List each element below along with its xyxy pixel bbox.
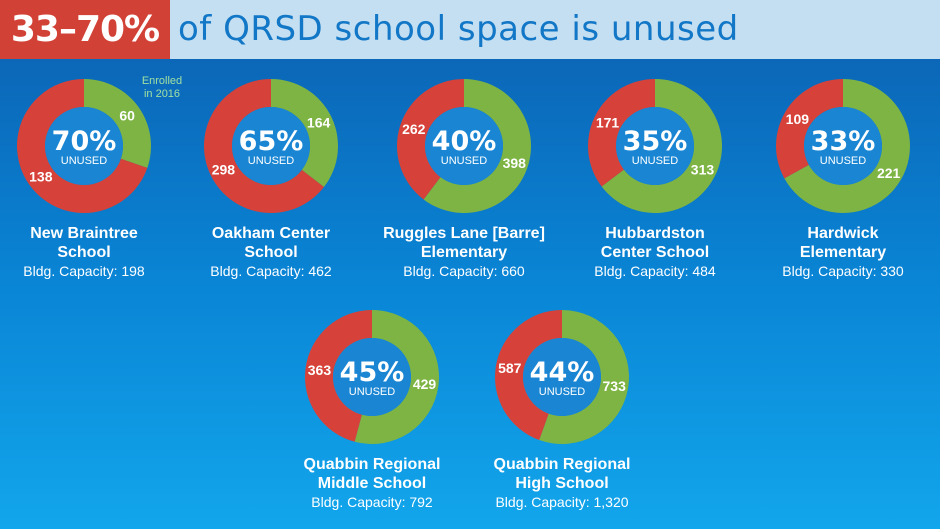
value-label-unused: 298 — [212, 161, 236, 177]
slice-unused — [304, 310, 372, 442]
school-name-line1: Hardwick — [807, 225, 879, 242]
enrolled-note-line1: Enrolled — [141, 75, 183, 87]
slice-unused — [588, 79, 655, 187]
slice-enrolled — [271, 79, 338, 188]
unused-percent: 33% — [811, 126, 876, 157]
slice-unused — [397, 79, 464, 200]
unused-caption: UNUSED — [632, 155, 679, 167]
unused-percent: 40% — [432, 126, 497, 157]
unused-caption: UNUSED — [539, 386, 586, 398]
school-name-line2: Elementary — [420, 244, 508, 261]
school-name-line2: Middle School — [317, 475, 427, 492]
slice-enrolled — [539, 310, 630, 444]
value-label-unused: 363 — [308, 362, 332, 378]
enrolled-note-line2: in 2016 — [143, 88, 181, 100]
value-label-enrolled: 60 — [119, 107, 135, 123]
school-name-line2: School — [57, 244, 111, 261]
school-name-line2: Center School — [600, 244, 710, 261]
school-name-line1: Quabbin Regional — [493, 456, 631, 473]
donut-center — [425, 107, 503, 185]
slice-unused — [16, 79, 148, 213]
school-name-line2: High School — [515, 475, 609, 492]
building-capacity: Bldg. Capacity: 1,320 — [495, 494, 629, 510]
value-label-unused: 171 — [596, 114, 620, 130]
slice-enrolled — [784, 79, 910, 213]
unused-percent: 44% — [530, 357, 595, 388]
slice-enrolled — [354, 310, 439, 444]
slice-unused — [494, 310, 562, 440]
donut-center — [616, 107, 694, 185]
unused-caption: UNUSED — [61, 155, 108, 167]
unused-caption: UNUSED — [820, 155, 867, 167]
value-label-unused: 138 — [29, 169, 53, 185]
school-name-line1: New Braintree — [30, 225, 138, 242]
value-label-enrolled: 733 — [603, 378, 627, 394]
school-caption: Quabbin Regional High School Bldg. Capacit… — [472, 455, 652, 512]
school-caption: Oakham Center School Bldg. Capacity: 462 — [181, 224, 361, 281]
value-label-unused: 109 — [786, 111, 810, 127]
school-caption: Ruggles Lane [Barre] Elementary Bldg. Capa… — [374, 224, 554, 281]
unused-caption: UNUSED — [248, 155, 295, 167]
title-highlight: 33–70% — [0, 0, 170, 59]
unused-caption: UNUSED — [349, 386, 396, 398]
unused-percent: 65% — [239, 126, 304, 157]
value-label-enrolled: 429 — [413, 376, 437, 392]
school-name-line1: Quabbin Regional — [303, 456, 441, 473]
donut-center — [804, 107, 882, 185]
school-caption: Hardwick Elementary Bldg. Capacity: 330 — [753, 224, 933, 281]
unused-percent: 35% — [623, 126, 688, 157]
building-capacity: Bldg. Capacity: 462 — [210, 263, 332, 279]
school-name-line2: Elementary — [799, 244, 887, 261]
value-label-unused: 262 — [402, 121, 426, 137]
school-name-line1: Ruggles Lane [Barre] — [383, 225, 545, 242]
donut-center — [333, 338, 411, 416]
unused-percent: 45% — [340, 357, 405, 388]
slice-unused — [203, 79, 324, 213]
building-capacity: Bldg. Capacity: 198 — [23, 263, 145, 279]
donut-center — [45, 107, 123, 185]
building-capacity: Bldg. Capacity: 792 — [311, 494, 433, 510]
value-label-unused: 587 — [498, 360, 522, 376]
slice-enrolled — [601, 79, 723, 213]
donut-center — [523, 338, 601, 416]
unused-caption: UNUSED — [441, 155, 488, 167]
value-label-enrolled: 164 — [307, 115, 331, 131]
school-caption: Quabbin Regional Middle School Bldg. Capac… — [282, 455, 462, 512]
school-name-line1: Oakham Center — [211, 225, 331, 242]
school-caption: Hubbardston Center School Bldg. Capacity: … — [565, 224, 745, 281]
building-capacity: Bldg. Capacity: 330 — [782, 263, 904, 279]
school-name-line2: School — [244, 244, 298, 261]
building-capacity: Bldg. Capacity: 484 — [594, 263, 716, 279]
donut-center — [232, 107, 310, 185]
title-bar: 33–70% of QRSD school space is unused — [0, 0, 940, 59]
enrolled-note: Enrolled in 2016 — [120, 75, 204, 101]
slice-enrolled — [423, 79, 531, 214]
slice-unused — [776, 79, 843, 179]
value-label-enrolled: 221 — [877, 165, 901, 181]
school-name-line1: Hubbardston — [605, 225, 705, 242]
page-title: of QRSD school space is unused — [178, 9, 739, 49]
value-label-enrolled: 398 — [503, 155, 527, 171]
slice-enrolled — [84, 79, 151, 168]
value-label-enrolled: 313 — [691, 162, 715, 178]
school-caption: New Braintree School Bldg. Capacity: 198 — [0, 224, 174, 281]
unused-percent: 70% — [52, 126, 117, 157]
building-capacity: Bldg. Capacity: 660 — [403, 263, 525, 279]
